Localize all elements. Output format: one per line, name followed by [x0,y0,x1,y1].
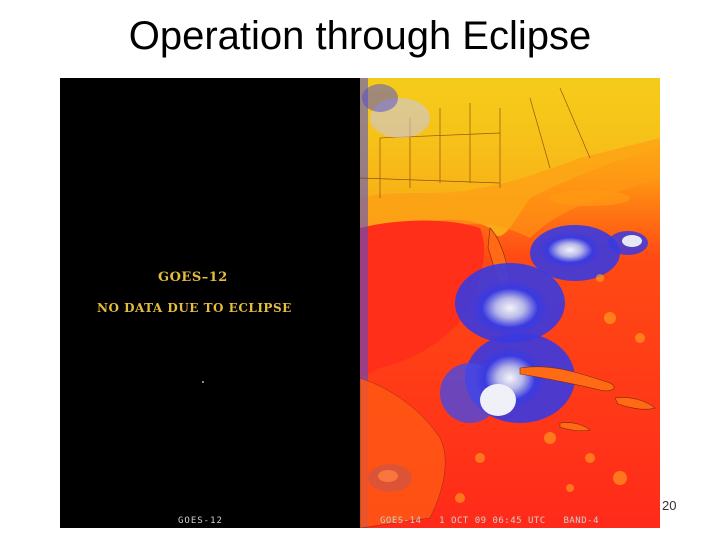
left-footer-caption: GOES-12 [178,516,223,526]
right-footer-caption: GOES-14 1 OCT 09 06:45 UTC BAND-4 [380,516,599,526]
slide-title: Operation through Eclipse [128,14,592,58]
gulf-region [360,220,485,378]
caribbean-islands [519,366,656,432]
goes-14-infrared-image [360,78,660,528]
texture-speckles [455,274,645,503]
no-data-message: NO DATA DUE TO ECLIPSE [97,301,292,315]
stray-pixel [202,381,204,383]
mexico-coast [360,377,446,528]
satellite-label: GOES–12 [158,270,228,285]
goes-12-panel: GOES–12 NO DATA DUE TO ECLIPSE GOES-12 [60,78,360,528]
land-mass-orange [360,138,660,248]
satellite-image-figure: GOES–12 NO DATA DUE TO ECLIPSE GOES-12 [60,78,660,528]
page-number: 20 [662,498,677,513]
edge-strip [360,78,368,528]
cloud-clusters [362,84,648,492]
